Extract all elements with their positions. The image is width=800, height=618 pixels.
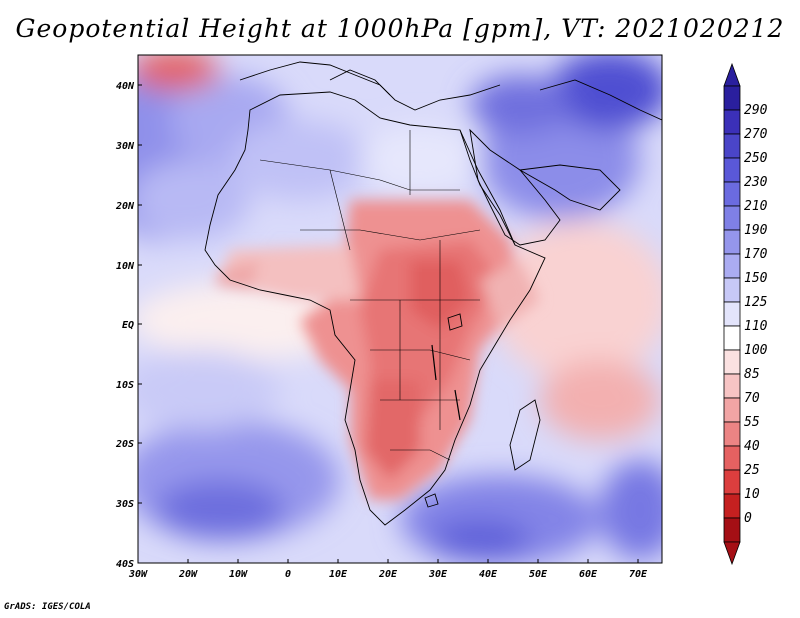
colorbar-swatch xyxy=(723,445,741,471)
lat-tick-labels: 40N 30N 20N 10N EQ 10S 20S 30S 40S xyxy=(115,81,135,570)
colorbar-bottom-arrow xyxy=(723,541,741,566)
lon-tick-label: 40E xyxy=(479,569,498,580)
colorbar-label: 55 xyxy=(744,415,760,430)
lon-tick-label: 60E xyxy=(579,569,598,580)
colorbar-swatch xyxy=(723,373,741,399)
colorbar-label: 250 xyxy=(744,151,768,166)
colorbar-swatch xyxy=(723,397,741,423)
colorbar-swatch xyxy=(723,469,741,495)
colorbar-label: 85 xyxy=(744,367,760,382)
colorbar: 2902702502302101901701501251101008570554… xyxy=(723,62,768,566)
colorbar-label: 70 xyxy=(744,391,760,406)
lon-tick-label: 20E xyxy=(378,569,398,580)
colorbar-label: 270 xyxy=(744,127,768,142)
colorbar-swatch xyxy=(723,157,741,183)
colorbar-swatch xyxy=(723,517,741,543)
lat-tick-label: 20S xyxy=(115,439,134,450)
axis-ticks xyxy=(138,84,639,563)
colorbar-swatch xyxy=(723,85,741,111)
colorbar-label: 0 xyxy=(744,511,752,526)
colorbar-label: 25 xyxy=(744,463,760,478)
map-title: Geopotential Height at 1000hPa [gpm], VT… xyxy=(15,14,785,43)
colorbar-swatch xyxy=(723,109,741,135)
lon-tick-labels: 30W 20W 10W 0 10E 20E 30E 40E 50E 60E 70… xyxy=(128,569,648,580)
lon-tick-label: 20W xyxy=(178,569,198,580)
lon-tick-label: 30W xyxy=(128,569,148,580)
lat-tick-label: EQ xyxy=(122,320,134,331)
colorbar-swatch xyxy=(723,421,741,447)
colorbar-swatch xyxy=(723,133,741,159)
lat-tick-label: 40S xyxy=(116,559,134,570)
lat-tick-label: 30N xyxy=(115,141,135,152)
colorbar-swatch xyxy=(723,277,741,303)
lon-tick-label: 0 xyxy=(285,569,291,580)
lon-tick-label: 10W xyxy=(229,569,248,580)
colorbar-swatch xyxy=(723,493,741,519)
colorbar-label: 190 xyxy=(744,223,768,238)
colorbar-label: 100 xyxy=(744,343,768,358)
colorbar-label: 150 xyxy=(744,271,768,286)
colorbar-top-arrow xyxy=(723,62,741,87)
plot-frame xyxy=(137,54,663,564)
colorbar-label: 125 xyxy=(744,295,768,310)
lat-tick-label: 20N xyxy=(115,201,135,212)
colorbar-label: 210 xyxy=(744,199,768,214)
colorbar-swatch xyxy=(723,349,741,375)
lon-tick-label: 70E xyxy=(629,569,648,580)
colorbar-swatch xyxy=(723,181,741,207)
lon-tick-label: 30E xyxy=(428,569,448,580)
lat-tick-label: 10N xyxy=(116,261,135,272)
colorbar-swatch xyxy=(723,325,741,351)
colorbar-label: 10 xyxy=(744,487,760,502)
colorbar-swatch xyxy=(723,301,741,327)
colorbar-label: 170 xyxy=(744,247,768,262)
lon-tick-label: 10E xyxy=(329,569,348,580)
colorbar-label: 40 xyxy=(744,439,760,454)
colorbar-swatch xyxy=(723,253,741,279)
lat-tick-label: 30S xyxy=(115,499,134,510)
colorbar-label: 110 xyxy=(744,319,768,334)
lon-tick-label: 50E xyxy=(529,569,548,580)
colorbar-swatch xyxy=(723,205,741,231)
grads-credit: GrADS: IGES/COLA xyxy=(4,602,91,612)
colorbar-label: 290 xyxy=(744,103,768,118)
lat-tick-label: 40N xyxy=(116,81,135,92)
colorbar-label: 230 xyxy=(744,175,768,190)
lat-tick-label: 10S xyxy=(116,380,134,391)
height-field-shading xyxy=(138,55,662,563)
coastlines xyxy=(204,61,662,526)
colorbar-swatch xyxy=(723,229,741,255)
